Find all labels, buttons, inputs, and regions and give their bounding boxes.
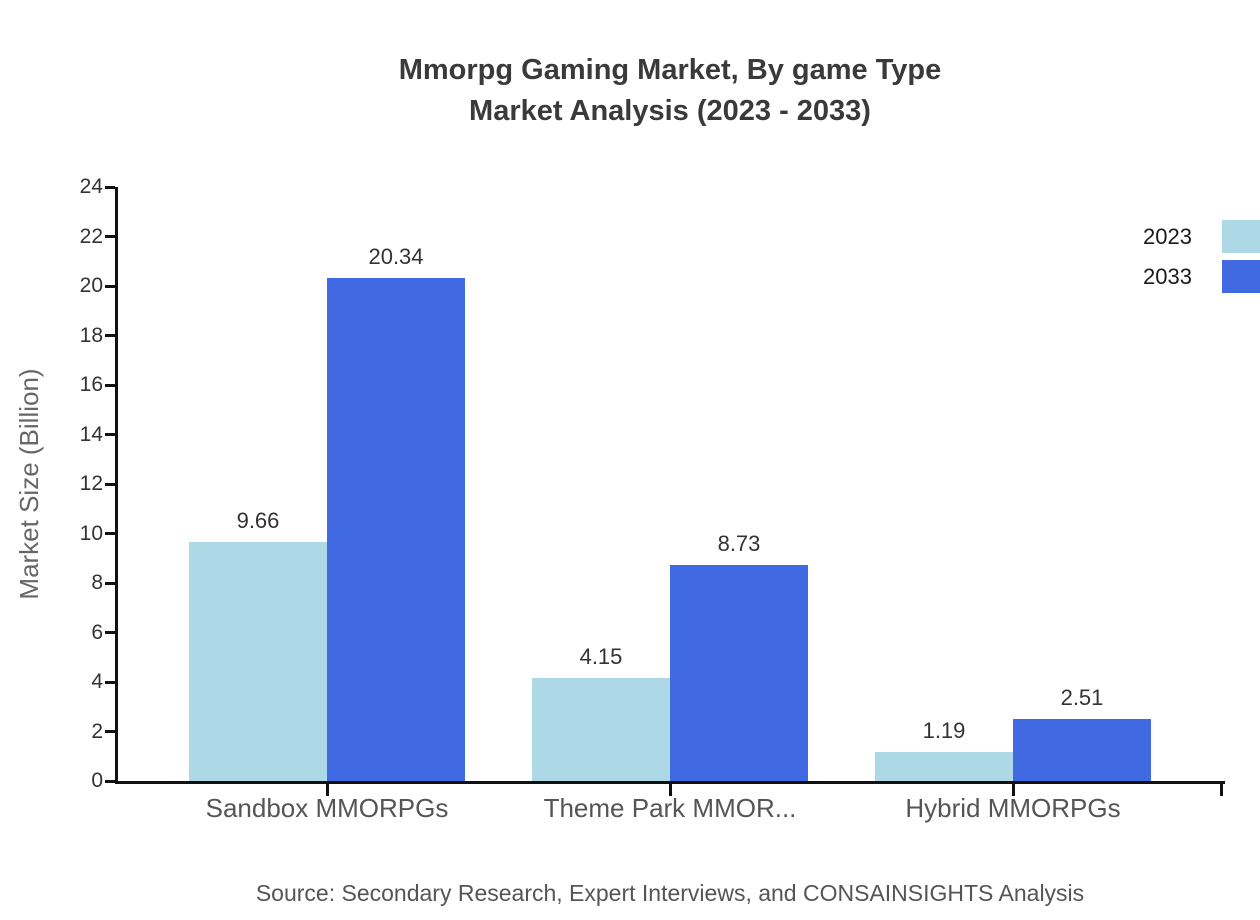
bar-value-2023-theme-park-mmor: 4.15 xyxy=(579,644,623,669)
chart-title-line2: Market Analysis (2023 - 2033) xyxy=(469,95,871,127)
y-tick-label-6: 6 xyxy=(91,620,103,644)
y-tick-label-8: 8 xyxy=(91,571,103,594)
bar-value-2023-hybrid-mmorpgs: 1.19 xyxy=(922,718,966,743)
x-category-label-theme-park-mmor: Theme Park MMOR... xyxy=(543,793,797,823)
y-tick-mark-2 xyxy=(105,730,115,733)
y-tick-label-18: 18 xyxy=(79,323,103,347)
bar-2023-theme-park-mmor[interactable] xyxy=(532,678,670,781)
chart-title: Mmorpg Gaming Market, By game Type Marke… xyxy=(80,50,1260,132)
x-category-label-hybrid-mmorpgs: Hybrid MMORPGs xyxy=(905,793,1121,823)
y-tick-mark-6 xyxy=(105,631,115,634)
legend: 2023 2033 xyxy=(1143,220,1260,300)
x-tick-mark-hybrid-mmorpgs xyxy=(1011,784,1015,796)
y-tick-label-12: 12 xyxy=(79,472,103,495)
bar-2033-sandbox-mmorpgs[interactable] xyxy=(327,278,465,781)
y-tick-mark-8 xyxy=(105,581,115,585)
y-tick-mark-20 xyxy=(105,284,115,288)
y-tick-mark-4 xyxy=(105,680,115,684)
legend-swatch-2023 xyxy=(1222,220,1260,253)
source-note: Source: Secondary Research, Expert Inter… xyxy=(255,880,1085,906)
y-tick-mark-0 xyxy=(105,779,115,783)
y-tick-label-22: 22 xyxy=(79,224,103,248)
y-tick-label-20: 20 xyxy=(79,274,103,297)
y-tick-label-16: 16 xyxy=(79,373,103,396)
y-tick-label-10: 10 xyxy=(79,521,103,545)
bar-2023-sandbox-mmorpgs[interactable] xyxy=(189,542,327,781)
y-tick-label-14: 14 xyxy=(79,422,103,446)
y-tick-label-0: 0 xyxy=(91,769,103,792)
bar-2023-hybrid-mmorpgs[interactable] xyxy=(875,752,1013,781)
y-tick-label-4: 4 xyxy=(91,670,103,693)
legend-label-2023: 2023 xyxy=(1143,224,1192,249)
bar-value-2033-sandbox-mmorpgs: 20.34 xyxy=(368,244,424,269)
y-tick-label-24: 24 xyxy=(79,175,103,198)
legend-swatch-2033 xyxy=(1222,260,1260,293)
chart-title-line1: Mmorpg Gaming Market, By game Type xyxy=(398,54,942,86)
y-tick-mark-24 xyxy=(105,185,115,189)
plot-area xyxy=(115,187,1225,784)
y-tick-mark-22 xyxy=(105,235,115,238)
bar-2033-theme-park-mmor[interactable] xyxy=(670,565,808,781)
legend-label-2033: 2033 xyxy=(1143,264,1192,289)
bar-value-2033-hybrid-mmorpgs: 2.51 xyxy=(1060,685,1104,710)
x-axis-end-tick xyxy=(1220,784,1223,796)
x-tick-mark-sandbox-mmorpgs xyxy=(325,784,329,796)
y-tick-mark-16 xyxy=(105,383,115,387)
legend-item-2023[interactable]: 2023 xyxy=(1143,220,1260,253)
legend-item-2033[interactable]: 2033 xyxy=(1143,260,1260,293)
y-tick-mark-12 xyxy=(105,482,115,486)
x-tick-mark-theme-park-mmor xyxy=(668,784,672,796)
y-tick-mark-14 xyxy=(105,433,115,436)
bar-value-2023-sandbox-mmorpgs: 9.66 xyxy=(236,508,280,533)
y-tick-mark-18 xyxy=(105,334,115,337)
bar-value-2033-theme-park-mmor: 8.73 xyxy=(717,531,761,556)
bar-2033-hybrid-mmorpgs[interactable] xyxy=(1013,719,1151,781)
x-category-label-sandbox-mmorpgs: Sandbox MMORPGs xyxy=(205,793,449,823)
y-tick-label-2: 2 xyxy=(91,719,103,743)
y-tick-mark-10 xyxy=(105,532,115,535)
